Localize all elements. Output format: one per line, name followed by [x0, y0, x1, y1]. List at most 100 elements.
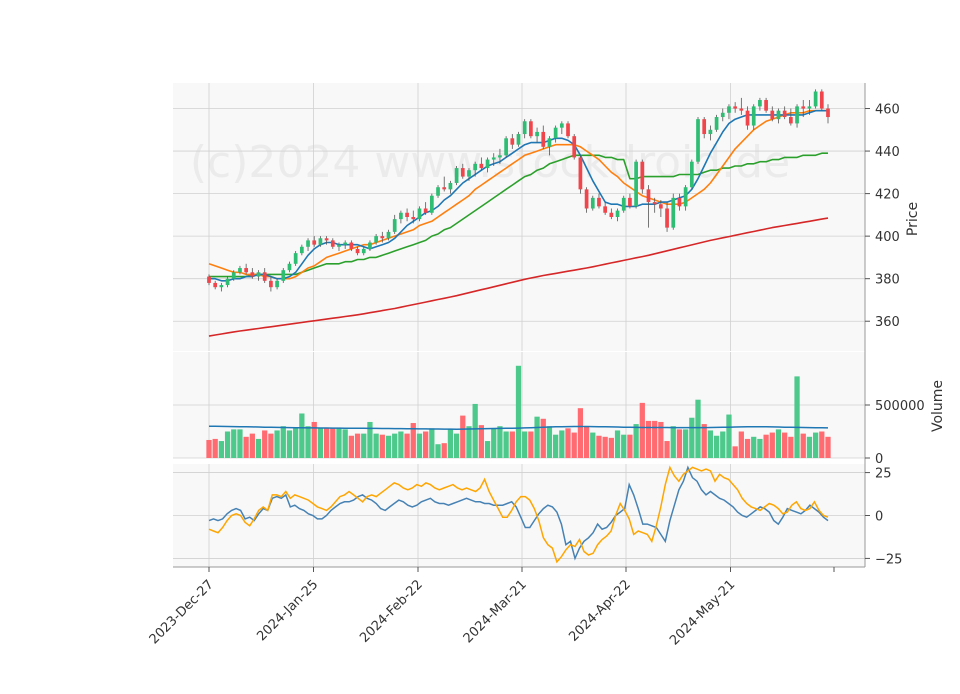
candle [417, 206, 422, 222]
candle [361, 246, 366, 256]
candle [238, 265, 242, 275]
candle-body [423, 208, 428, 213]
volume-bar [373, 433, 379, 458]
candle-body [213, 282, 218, 288]
candle-body [318, 238, 323, 245]
candle-body [702, 119, 707, 135]
volume-bar [280, 426, 286, 458]
x-tick-labels: 2023-Dec-27 2024-Jan-25 2024-Feb-22 2024-Ma… [147, 567, 835, 648]
candle [423, 202, 428, 215]
candle [702, 117, 707, 139]
volume-bar [682, 429, 689, 458]
candle-body [553, 127, 558, 139]
volume-bar [509, 431, 515, 458]
ma50-line [208, 217, 829, 337]
candle-body [714, 117, 719, 130]
volume-bar [416, 433, 423, 458]
candle-body [671, 197, 676, 228]
candle [374, 234, 378, 245]
volume-bar [732, 446, 738, 458]
candle-body [498, 155, 502, 158]
candle-body [225, 278, 230, 286]
candle-body [801, 106, 806, 109]
oscillator-tick-label: 0 [875, 510, 883, 525]
candle [652, 197, 657, 213]
volume-bar [800, 433, 806, 458]
candle [485, 157, 490, 173]
candle-body [399, 212, 403, 220]
volume-bar [652, 420, 658, 458]
volume-bar [583, 426, 590, 458]
candle [819, 89, 824, 111]
volume-bar [670, 426, 676, 458]
candle [628, 193, 632, 209]
volume-bar [342, 429, 348, 458]
candle [807, 100, 812, 115]
candle-body [436, 187, 440, 196]
price-tick-label: 400 [875, 230, 900, 245]
volume-bar [379, 434, 385, 458]
candle-body [529, 121, 533, 137]
candle-body [597, 197, 601, 207]
candle [733, 102, 738, 113]
volume-bar [398, 431, 404, 458]
candle [343, 240, 348, 249]
volume-bar [453, 433, 460, 458]
candle [262, 268, 267, 283]
candle [770, 106, 775, 122]
volume-bar [317, 428, 324, 458]
oscillator-line-1 [208, 465, 829, 561]
candle-body [368, 242, 372, 249]
candle [306, 238, 310, 252]
candle-body [454, 168, 459, 183]
candle-body [256, 272, 261, 277]
candle [572, 134, 577, 160]
candle-body [324, 238, 329, 241]
candle [640, 159, 645, 194]
candle-body [739, 108, 744, 111]
candle-body [460, 168, 465, 177]
volume-bar [713, 435, 720, 458]
volume-bar [348, 435, 355, 458]
candle-body [559, 123, 564, 128]
volume-bar [614, 430, 621, 458]
candle [758, 97, 762, 111]
volume-bar [546, 426, 553, 458]
candle-body [485, 159, 490, 169]
volume-bar [311, 421, 317, 458]
oscillator-lines [208, 465, 829, 564]
candle-body [293, 253, 298, 264]
volume-bar [775, 429, 782, 458]
volume-bar [751, 436, 757, 458]
volume-bars [206, 365, 831, 458]
volume-bar [540, 418, 546, 458]
candle [813, 89, 818, 109]
volume-bar [794, 376, 800, 458]
candle-body [510, 138, 515, 145]
volume-bar [522, 431, 528, 458]
candle-body [238, 268, 242, 273]
volume-bar [627, 434, 633, 458]
candle [720, 108, 725, 122]
candle-body [522, 121, 527, 135]
volume-bar [367, 421, 373, 458]
candle-body [287, 263, 292, 271]
candle [826, 104, 830, 124]
candle-body [795, 106, 799, 124]
candle [411, 210, 416, 224]
candle-body [696, 119, 700, 162]
candle [529, 119, 533, 139]
candle [324, 236, 329, 245]
candle [795, 104, 799, 128]
volume-bar [484, 441, 491, 458]
candle [207, 274, 211, 286]
volume-bar [249, 433, 255, 458]
candle-body [312, 240, 317, 245]
volume-bar [676, 429, 683, 458]
candle [473, 161, 478, 177]
volume-bar [460, 415, 466, 458]
candle-body [361, 248, 366, 254]
volume-bar [268, 433, 274, 458]
candle [429, 193, 434, 215]
